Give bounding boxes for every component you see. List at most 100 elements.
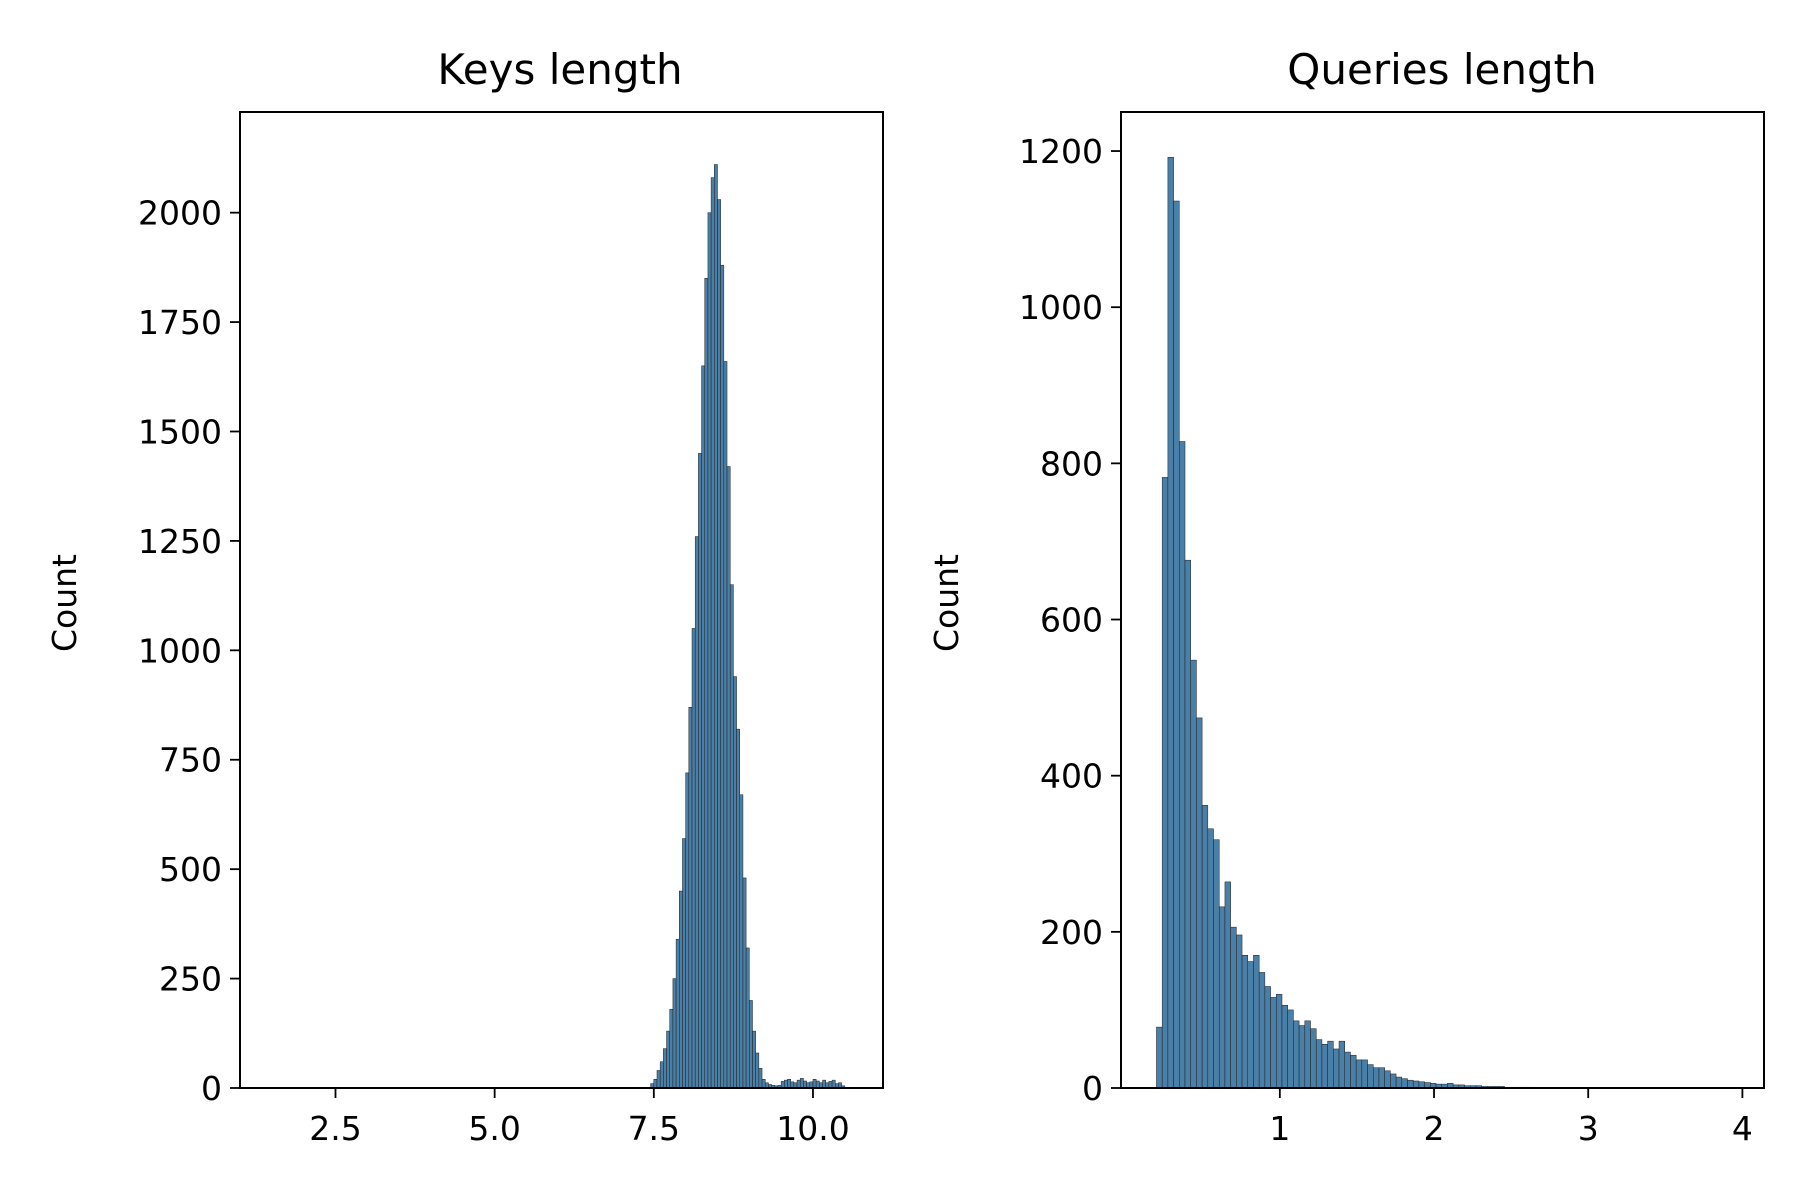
- keys-length-bar: [733, 676, 737, 1089]
- queries-length-bar: [1355, 1059, 1363, 1089]
- keys-length-ytick-label: 0: [201, 1069, 222, 1108]
- keys-length-bar: [653, 1079, 658, 1089]
- keys-length-bar: [749, 1000, 753, 1089]
- keys-length-bar: [758, 1068, 763, 1089]
- queries-length-bar: [1224, 881, 1231, 1089]
- keys-length-bar: [739, 794, 744, 1089]
- queries-length-bar: [1190, 659, 1197, 1089]
- queries-length-bar: [1327, 1040, 1334, 1089]
- queries-length-xtick-label: 4: [1732, 1109, 1753, 1148]
- queries-length-bar: [1350, 1054, 1357, 1089]
- keys-length-bar: [672, 978, 677, 1089]
- keys-length-xtick-label: 5.0: [468, 1109, 520, 1148]
- keys-length-bar: [691, 628, 696, 1089]
- keys-length-bar: [675, 938, 680, 1089]
- keys-length-yticks: 0 250 500 750 1000 1250 1500 1750 2000: [138, 194, 240, 1108]
- queries-length-bar: [1315, 1039, 1323, 1089]
- keys-length-bar: [787, 1079, 791, 1089]
- keys-length-bar: [656, 1070, 661, 1089]
- queries-length-ytick-label: 0: [1082, 1069, 1103, 1108]
- queries-length-bar: [1401, 1078, 1408, 1089]
- queries-length-bar: [1310, 1028, 1317, 1089]
- keys-length-ytick-label: 1750: [138, 303, 222, 342]
- queries-length-bar: [1367, 1064, 1374, 1089]
- keys-length-bar: [822, 1079, 826, 1089]
- keys-length-bar: [726, 466, 731, 1089]
- queries-length-bar: [1298, 1025, 1306, 1089]
- queries-length-bar: [1156, 1026, 1163, 1089]
- keys-length-bar: [752, 1030, 756, 1089]
- queries-length-bar: [1281, 1004, 1288, 1089]
- queries-length-bars: [1156, 157, 1534, 1089]
- queries-length-xtick-label: 1: [1269, 1109, 1290, 1148]
- queries-length-bar: [1247, 961, 1254, 1089]
- keys-length-bar: [742, 877, 747, 1089]
- keys-length-bar: [745, 947, 750, 1089]
- queries-length-bar: [1184, 559, 1191, 1089]
- queries-length-title: Queries length: [1287, 45, 1596, 94]
- queries-length-plot-frame: [1120, 111, 1765, 1089]
- keys-length-ytick-label: 1500: [138, 412, 222, 451]
- keys-length-bar: [717, 199, 721, 1089]
- keys-length-bar: [723, 361, 728, 1089]
- queries-length-bar: [1384, 1070, 1391, 1089]
- queries-length-xtick-label: 3: [1578, 1109, 1599, 1148]
- keys-length-bar: [694, 536, 699, 1089]
- queries-length-bar: [1293, 1020, 1300, 1089]
- queries-length-bar: [1253, 955, 1260, 1089]
- keys-length-bar: [704, 278, 709, 1089]
- keys-length-bar: [761, 1079, 766, 1089]
- queries-length-bar: [1230, 926, 1237, 1089]
- keys-length-ytick-label: 500: [159, 850, 222, 889]
- queries-length-bar: [1344, 1051, 1351, 1089]
- keys-length-xticks: 2.5 5.0 7.5 10.0: [309, 1088, 850, 1148]
- queries-length-bar: [1241, 955, 1249, 1089]
- queries-length-bar: [1287, 1009, 1294, 1089]
- queries-length-bar: [1201, 805, 1209, 1089]
- queries-length-panel: Queries length 0 200 400 600 800 1000 1200 1 2 3…: [927, 45, 1765, 1148]
- queries-length-xtick-label: 2: [1424, 1109, 1445, 1148]
- queries-length-bar: [1378, 1067, 1385, 1089]
- keys-length-bar: [755, 1052, 760, 1089]
- queries-length-bar: [1264, 986, 1271, 1089]
- queries-length-bar: [1361, 1059, 1368, 1089]
- keys-length-bar: [698, 453, 702, 1089]
- keys-length-bar: [707, 212, 712, 1089]
- queries-length-bar: [1196, 717, 1203, 1089]
- keys-length-bar: [799, 1078, 804, 1089]
- queries-length-bar: [1390, 1073, 1397, 1089]
- queries-length-bar: [1179, 441, 1186, 1089]
- keys-length-bar: [720, 264, 725, 1089]
- keys-length-ylabel: Count: [45, 554, 84, 652]
- keys-length-bar: [669, 1008, 674, 1089]
- keys-length-bar: [682, 838, 686, 1089]
- keys-length-bar: [736, 728, 741, 1089]
- queries-length-bar: [1270, 997, 1277, 1089]
- keys-length-bar: [796, 1079, 801, 1089]
- keys-length-xtick-label: 2.5: [309, 1109, 361, 1148]
- keys-length-xtick-label: 7.5: [628, 1109, 680, 1148]
- queries-length-bar: [1304, 1020, 1311, 1089]
- queries-length-xticks: 1 2 3 4: [1269, 1088, 1753, 1148]
- keys-length-bar: [659, 1061, 664, 1089]
- queries-length-bar: [1236, 934, 1243, 1089]
- queries-length-bar: [1213, 839, 1220, 1089]
- queries-length-ytick-label: 800: [1040, 444, 1103, 483]
- queries-length-bar: [1276, 994, 1283, 1089]
- queries-length-bar: [1321, 1044, 1328, 1089]
- queries-length-bar: [1207, 828, 1214, 1089]
- queries-length-bar: [1218, 906, 1226, 1089]
- queries-length-ytick-label: 1200: [1019, 132, 1103, 171]
- queries-length-bar: [1412, 1080, 1420, 1089]
- queries-length-ylabel: Count: [927, 554, 966, 652]
- queries-length-ytick-label: 200: [1040, 913, 1103, 952]
- keys-length-plot-frame: [239, 111, 884, 1089]
- keys-length-bar: [688, 706, 693, 1089]
- keys-length-bar: [663, 1048, 667, 1089]
- keys-length-bar: [710, 177, 715, 1089]
- queries-length-bar: [1167, 157, 1174, 1089]
- keys-length-ytick-label: 250: [159, 960, 222, 999]
- queries-length-bar: [1395, 1076, 1403, 1089]
- queries-length-ytick-label: 400: [1040, 757, 1103, 796]
- keys-length-bar: [784, 1079, 788, 1089]
